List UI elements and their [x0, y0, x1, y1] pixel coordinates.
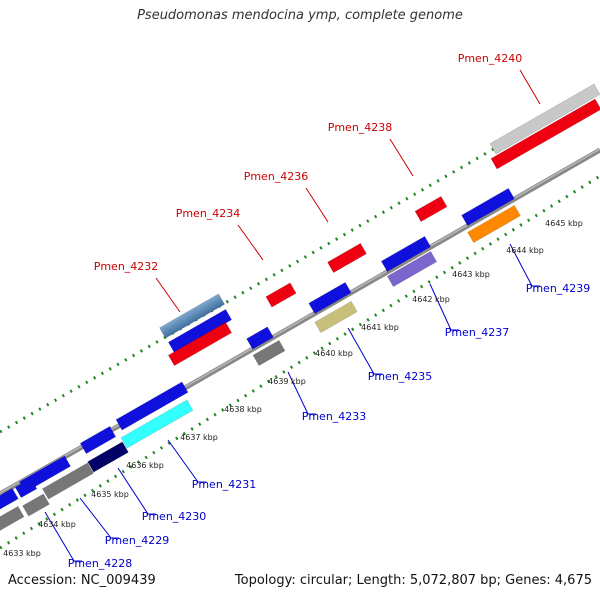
forward-gene-label: Pmen_4236	[244, 170, 309, 183]
kbp-tick-label: 4639 kbp	[268, 377, 306, 386]
gene-feature-steel	[159, 293, 225, 339]
reverse-leader	[287, 371, 309, 415]
reverse-leader	[79, 497, 112, 539]
gene-feature-khaki	[314, 301, 358, 333]
forward-leader	[519, 69, 541, 105]
gene-feature-grey	[252, 339, 286, 367]
kbp-tick-label: 4645 kbp	[545, 219, 583, 228]
topology-label: Topology: circular; Length: 5,072,807 bp…	[234, 573, 592, 588]
gene-feature-blue	[308, 282, 352, 314]
reverse-leader	[429, 283, 452, 331]
reverse-gene-label: Pmen_4228	[68, 557, 133, 570]
gene-feature-blue	[79, 426, 117, 454]
gene-feature-blue	[115, 381, 189, 431]
gene-feature-blue	[0, 487, 19, 513]
forward-leader	[155, 277, 181, 313]
reverse-leader	[347, 327, 375, 375]
forward-gene-label: Pmen_4234	[176, 207, 241, 220]
reverse-gene-label: Pmen_4239	[526, 282, 591, 295]
gene-feature-red	[168, 322, 232, 366]
forward-leader	[305, 187, 329, 223]
reverse-gene-label: Pmen_4231	[192, 478, 257, 491]
kbp-tick-labels: 4633 kbp 4634 kbp 4635 kbp 4636 kbp 4637 kbp…	[3, 219, 583, 558]
kbp-tick-label: 4636 kbp	[126, 461, 164, 470]
gene-feature-grey	[22, 493, 50, 517]
kbp-tick-label: 4638 kbp	[224, 405, 262, 414]
kbp-tick-label: 4637 kbp	[180, 433, 218, 442]
inner-tick-track	[0, 174, 600, 550]
accession-label: Accession: NC_009439	[8, 573, 156, 588]
forward-gene-label: Pmen_4240	[458, 52, 523, 65]
gene-labels: Pmen_4232 Pmen_4234 Pmen_4236 Pmen_4238 Pmen…	[68, 52, 591, 570]
kbp-tick-label: 4641 kbp	[361, 323, 399, 332]
gene-feature-orange	[467, 205, 521, 243]
forward-gene-label: Pmen_4238	[328, 121, 393, 134]
reverse-leader	[509, 243, 533, 287]
gene-feature-red	[327, 243, 367, 273]
reverse-leader	[44, 511, 75, 562]
kbp-tick-label: 4640 kbp	[315, 349, 353, 358]
kbp-tick-label: 4633 kbp	[3, 549, 41, 558]
reverse-leader	[167, 439, 199, 483]
forward-leader	[237, 224, 264, 261]
kbp-tick-label: 4634 kbp	[38, 520, 76, 529]
reverse-gene-label: Pmen_4235	[368, 370, 433, 383]
gene-label-leaders	[44, 69, 541, 562]
forward-gene-label: Pmen_4232	[94, 260, 159, 273]
kbp-tick-label: 4644 kbp	[506, 246, 544, 255]
gene-feature-blue	[380, 236, 432, 272]
gene-feature-red	[490, 98, 600, 170]
reverse-gene-label: Pmen_4230	[142, 510, 207, 523]
gene-feature-cyan	[120, 399, 194, 449]
gene-feature-blue	[461, 188, 515, 226]
map-title: Pseudomonas mendocina ymp, complete geno…	[137, 8, 463, 23]
gene-feature-red	[414, 195, 448, 223]
gene-feature-blue	[246, 326, 274, 350]
gene-feature-grey	[42, 462, 94, 500]
kbp-tick-label: 4635 kbp	[91, 490, 129, 499]
reverse-leader	[117, 467, 149, 515]
gene-feature-navy	[87, 441, 129, 473]
reverse-gene-label: Pmen_4233	[302, 410, 367, 423]
reverse-gene-label: Pmen_4229	[105, 534, 170, 547]
kbp-tick-label: 4642 kbp	[412, 295, 450, 304]
kbp-tick-label: 4643 kbp	[452, 270, 490, 279]
forward-leader	[389, 138, 414, 177]
gene-feature-grey	[489, 83, 600, 155]
gene-feature-grey	[0, 505, 25, 533]
reverse-gene-label: Pmen_4237	[445, 326, 510, 339]
gene-features	[0, 83, 600, 533]
gene-feature-red	[265, 282, 297, 308]
gene-feature-blue	[14, 477, 38, 499]
gene-feature-lavender	[386, 251, 438, 287]
